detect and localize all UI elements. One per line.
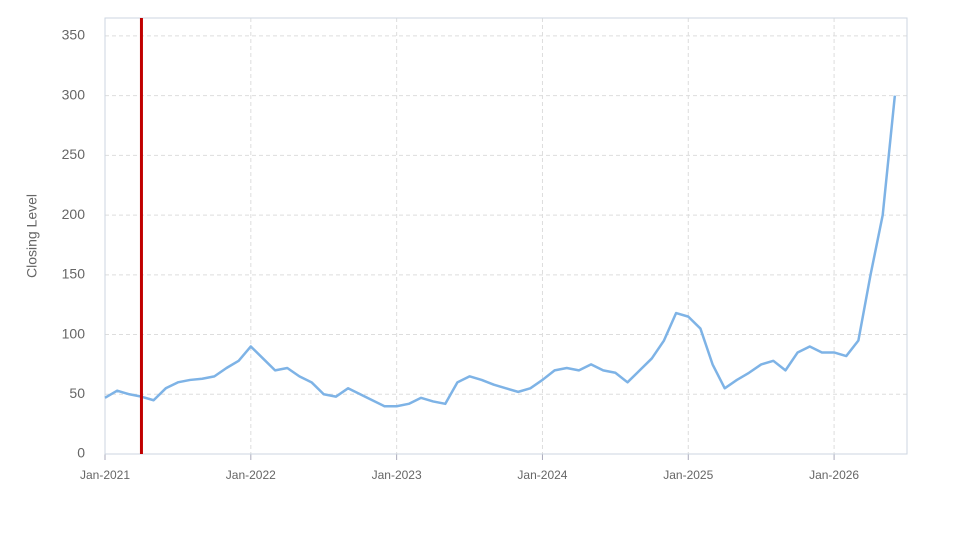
y-tick-label: 50 — [69, 385, 85, 401]
y-axis-title: Closing Level — [24, 194, 40, 278]
line-series — [104, 95, 897, 408]
y-tick-label: 0 — [77, 445, 85, 461]
x-tick-label: Jan-2021 — [80, 468, 130, 482]
x-tick-label: Jan-2023 — [372, 468, 422, 482]
x-tick-label: Jan-2022 — [226, 468, 276, 482]
y-tick-label: 150 — [62, 266, 86, 282]
y-tick-label: 300 — [62, 86, 86, 102]
x-tick-label: Jan-2025 — [663, 468, 713, 482]
x-tick-label: Jan-2024 — [517, 468, 567, 482]
y-tick-label: 350 — [62, 27, 86, 43]
y-tick-label: 200 — [62, 206, 86, 222]
plot-frame — [104, 17, 908, 455]
y-tick-label: 100 — [62, 325, 86, 341]
x-tick-label: Jan-2026 — [809, 468, 859, 482]
y-tick-label: 250 — [62, 146, 86, 162]
